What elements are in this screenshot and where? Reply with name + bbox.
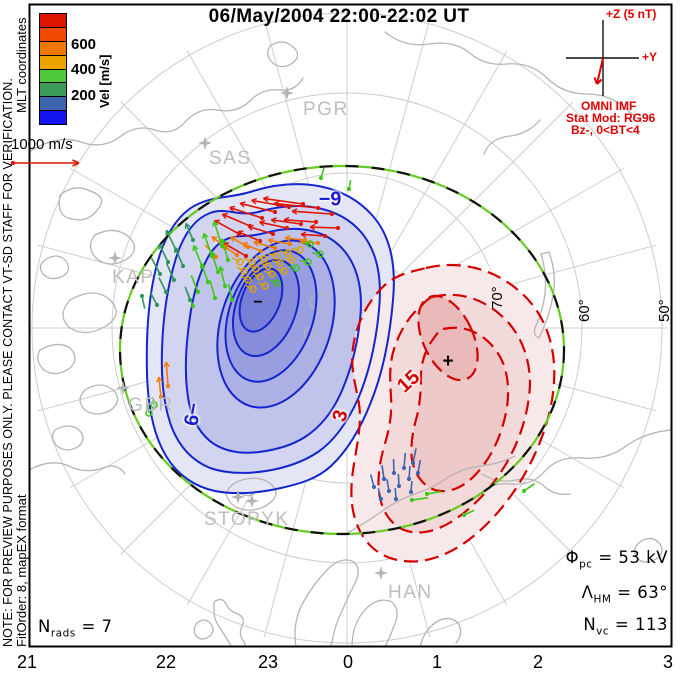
- imf-dial: [566, 20, 639, 96]
- imf-model-label: Stat Mod: RG96: [566, 111, 656, 125]
- radar-site-marker: [280, 86, 294, 100]
- colorbar-segment: [40, 27, 66, 42]
- positive-cell-sign: +: [442, 351, 454, 372]
- radar-site-markers: [108, 86, 388, 580]
- velocity-vectors: [139, 167, 536, 518]
- radar-site-marker: [374, 566, 388, 580]
- colorbar-segment: [40, 111, 66, 124]
- velocity-scale-label: 1000 m/s: [11, 136, 73, 153]
- radar-site-marker: [198, 136, 212, 150]
- colorbar-tick-400: 400: [71, 61, 97, 78]
- radar-site-marker: [245, 494, 259, 508]
- imf-condition-label: Bz-, 0<BT<4: [571, 123, 640, 137]
- velocity-scale-arrow: [10, 159, 80, 167]
- imf-source-label: OMNI IMF: [581, 99, 637, 113]
- colorbar-segment: [40, 97, 66, 112]
- lambda-symbol: Λ: [581, 583, 594, 602]
- colorbar-segment: [40, 55, 66, 70]
- fit-order-text: FitOrder: 8, mapEX format: [14, 494, 29, 647]
- hm-boundary-latitude: ΛHM = 63°: [581, 583, 668, 606]
- preview-note-text: NOTE: FOR PREVIEW PURPOSES ONLY. PLEASE …: [1, 78, 15, 647]
- nrads-symbol: N: [38, 617, 51, 636]
- lambda-value: = 63°: [617, 583, 668, 602]
- phi-symbol: Φ: [565, 548, 580, 567]
- colorbar-segment: [40, 83, 66, 98]
- colorbar-segment: [40, 41, 66, 56]
- nvc-value: = 113: [614, 615, 668, 634]
- heppner-maynard-boundary: [118, 164, 566, 536]
- coastlines: [30, 31, 671, 646]
- colorbar-segment: [40, 69, 66, 84]
- colorbar-axis-label: Vel [m/s]: [97, 54, 112, 108]
- radar-count: Nrads = 7: [38, 617, 113, 640]
- nrads-value: = 7: [81, 617, 113, 636]
- mlt-coordinates-text: MLT coordinates: [14, 17, 29, 113]
- imf-y-axis-label: +Y: [642, 50, 658, 64]
- cross-polar-cap-potential: Φpc = 53 kV: [565, 548, 668, 571]
- plot-frame: [28, 3, 673, 648]
- imf-z-axis-label: +Z (5 nT): [606, 7, 657, 21]
- phi-value: = 53 kV: [598, 548, 668, 567]
- plot-title: 06/May/2004 22:00-22:02 UT: [208, 6, 470, 27]
- velocity-colorbar: [39, 13, 67, 125]
- radar-site-marker: [108, 251, 122, 265]
- negative-cell-sign: −: [253, 294, 263, 311]
- radar-site-marker: [116, 381, 130, 395]
- radar-site-marker: [231, 490, 245, 504]
- vector-count: Nvc = 113: [583, 615, 668, 638]
- imf-vector-arrow: [593, 57, 604, 85]
- colorbar-segment: [40, 14, 66, 28]
- nvc-symbol: N: [583, 615, 597, 634]
- colorbar-tick-600: 600: [71, 36, 97, 53]
- colorbar-tick-200: 200: [71, 87, 97, 104]
- potential-cell-fills: [146, 184, 555, 562]
